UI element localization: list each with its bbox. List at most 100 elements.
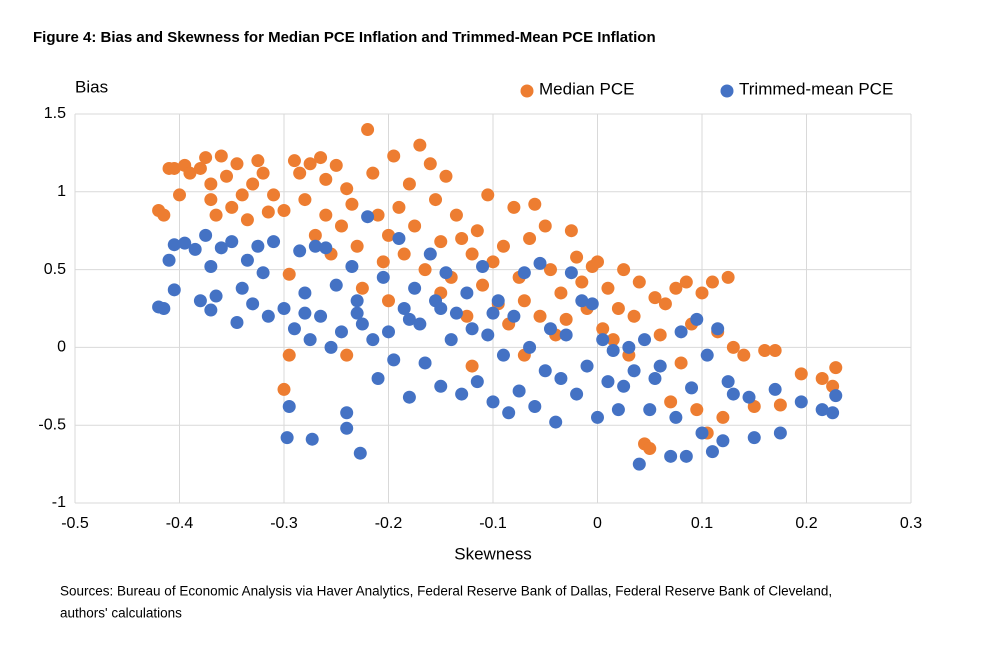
scatter-point (622, 340, 636, 354)
scatter-point (559, 328, 573, 342)
scatter-point (366, 166, 380, 180)
scatter-point (162, 253, 176, 267)
scatter-point (742, 390, 756, 404)
scatter-point (193, 161, 207, 175)
scatter-point (261, 309, 275, 323)
scatter-point (434, 302, 448, 315)
scatter-point (538, 364, 552, 378)
scatter-point (282, 400, 296, 414)
scatter-point (366, 333, 380, 347)
scatter-point (350, 239, 364, 253)
scatter-point (829, 389, 843, 403)
scatter-point (538, 219, 552, 233)
scatter-point (314, 151, 328, 165)
scatter-point (361, 210, 375, 224)
scatter-point (523, 231, 537, 245)
scatter-point (353, 446, 367, 460)
scatter-point (564, 266, 578, 280)
scatter-point (256, 266, 270, 280)
scatter-point (340, 421, 354, 435)
scatter-point (638, 333, 652, 347)
scatter-point (533, 256, 547, 270)
scatter-point (554, 286, 568, 300)
scatter-point (700, 348, 714, 362)
scatter-point (721, 270, 735, 284)
scatter-point (617, 379, 631, 393)
scatter-point (287, 154, 301, 168)
legend: Median PCE Trimmed-mean PCE (520, 79, 893, 98)
y-tick-label: 1.5 (44, 105, 66, 122)
x-tick-label: 0 (593, 515, 602, 532)
scatter-point (632, 457, 646, 471)
scatter-point (220, 169, 234, 183)
scatter-point (580, 359, 594, 373)
scatter-point (758, 344, 772, 358)
scatter-point (570, 250, 584, 264)
scatter-point (167, 238, 181, 252)
scatter-point (334, 325, 348, 339)
scatter-point (340, 182, 354, 196)
scatter-point (564, 224, 578, 238)
scatter-point (293, 166, 307, 180)
scatter-point (502, 406, 516, 420)
scatter-point (303, 157, 317, 171)
scatter-point (167, 161, 181, 175)
scatter-point (486, 306, 500, 320)
source-note: Sources: Bureau of Economic Analysis via… (60, 584, 832, 599)
scatter-point (596, 333, 610, 347)
scatter-point (193, 294, 207, 308)
scatter-point (606, 344, 620, 358)
scatter-point (402, 390, 416, 404)
x-tick-label: -0.1 (479, 515, 507, 532)
scatter-point (627, 309, 641, 323)
legend-marker (720, 84, 734, 98)
scatter-point (512, 384, 526, 398)
scatter-point (685, 381, 699, 395)
points (152, 123, 843, 471)
scatter-point (418, 263, 432, 277)
legend-label: Median PCE (539, 79, 634, 98)
scatter-point (643, 442, 657, 456)
y-tick-label: 0 (57, 339, 66, 356)
scatter-point (726, 387, 740, 401)
scatter-point (575, 275, 589, 289)
scatter-point (230, 157, 244, 171)
scatter-point (387, 149, 401, 163)
scatter-point (319, 172, 333, 186)
scatter-point (768, 344, 782, 358)
scatter-point (157, 302, 171, 315)
scatter-point (591, 410, 604, 424)
scatter-point (204, 259, 218, 273)
scatter-point (470, 375, 484, 389)
scatter-point (402, 312, 416, 326)
scatter-point (319, 241, 333, 255)
x-tick-label: -0.4 (166, 515, 194, 532)
scatter-point (204, 177, 218, 191)
scatter-point (460, 286, 474, 300)
x-tick-label: 0.2 (795, 515, 817, 532)
source-note: authors' calculations (60, 606, 182, 621)
scatter-point (402, 177, 416, 191)
scatter-point (355, 281, 369, 295)
scatter-point (199, 228, 213, 242)
scatter-point (815, 372, 829, 386)
scatter-point (669, 410, 683, 424)
scatter-point (230, 316, 244, 330)
scatter-point (737, 348, 751, 362)
scatter-point (716, 434, 730, 448)
scatter-point (543, 263, 557, 277)
scatter-point (261, 205, 275, 219)
scatter-point (308, 239, 322, 253)
scatter-point (225, 200, 239, 214)
scatter-point (554, 372, 568, 386)
scatter-point (157, 208, 171, 222)
scatter-point (267, 188, 281, 202)
scatter-point (829, 361, 843, 375)
scatter-point (345, 259, 359, 273)
scatter-point (340, 406, 354, 420)
scatter-point (298, 306, 312, 320)
scatter-point (167, 283, 181, 297)
scatter-point (794, 367, 808, 381)
scatter-point (601, 375, 615, 389)
scatter-point (653, 359, 667, 373)
